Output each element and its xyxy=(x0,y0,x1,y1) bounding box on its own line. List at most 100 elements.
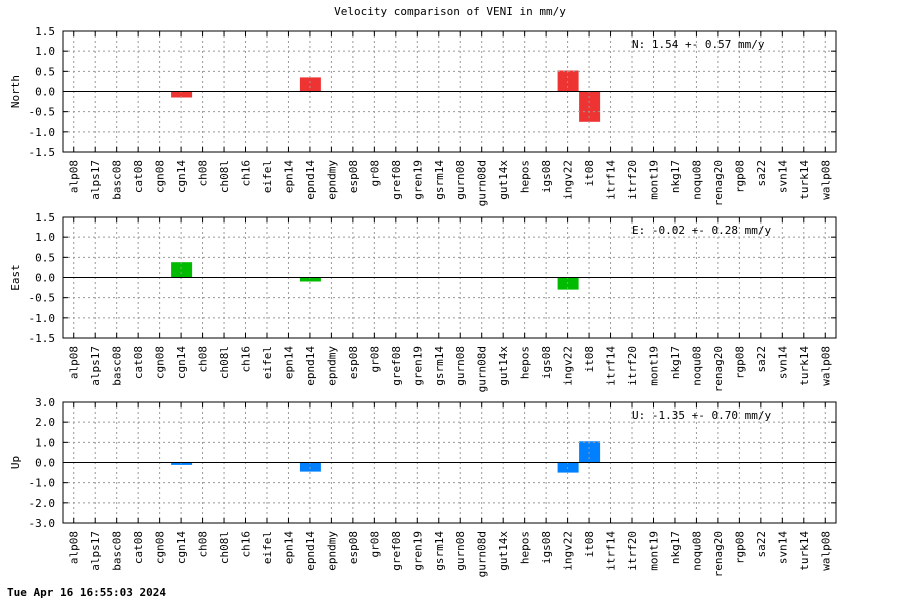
bar-epnd14 xyxy=(299,277,321,282)
category-label-alp08: alp08 xyxy=(68,346,81,379)
category-label-mont19: mont19 xyxy=(648,160,661,200)
category-label-gr08: gr08 xyxy=(368,346,381,373)
bar-ingv22 xyxy=(557,277,579,290)
category-label-walp08: walp08 xyxy=(819,346,832,386)
category-label-noqu08: noqu08 xyxy=(690,160,703,200)
category-label-ch08l: ch08l xyxy=(218,160,231,193)
bar-it08 xyxy=(579,441,601,463)
category-label-alps17: alps17 xyxy=(89,346,102,386)
category-label-noqu08: noqu08 xyxy=(690,346,703,386)
category-label-ch08l: ch08l xyxy=(218,346,231,379)
category-label-cgn08: cgn08 xyxy=(154,531,167,564)
category-label-sa22: sa22 xyxy=(755,346,768,373)
category-label-cgn14: cgn14 xyxy=(175,346,188,379)
category-label-it08: it08 xyxy=(583,531,596,558)
category-label-itrf14: itrf14 xyxy=(605,160,618,200)
category-label-walp08: walp08 xyxy=(819,160,832,200)
chart-panel-north: -1.5 -1.0 -0.5 0.0 0.5 1.0 1.5 alp08 alps17 basc0… xyxy=(9,25,837,206)
category-label-epnd14: epnd14 xyxy=(304,160,317,200)
stats-annotation: N: 1.54 +- 0.57 mm/y xyxy=(632,38,765,51)
category-label-gurn08: gurn08 xyxy=(454,531,467,571)
category-label-turk14: turk14 xyxy=(798,160,811,200)
category-label-ch16: ch16 xyxy=(240,346,253,373)
category-label-epndmy: epndmy xyxy=(325,531,338,571)
y-tick-label: -1.0 xyxy=(29,126,56,139)
category-label-itrf14: itrf14 xyxy=(605,346,618,386)
category-label-turk14: turk14 xyxy=(798,531,811,571)
category-label-cgn14: cgn14 xyxy=(175,531,188,564)
category-label-cgn14: cgn14 xyxy=(175,160,188,193)
category-label-igs08: igs08 xyxy=(540,531,553,564)
category-label-gref08: gref08 xyxy=(390,346,403,386)
y-tick-label: -1.5 xyxy=(29,332,56,345)
category-label-hepos: hepos xyxy=(519,531,532,564)
category-label-gurn08d: gurn08d xyxy=(476,531,489,577)
bar-ingv22 xyxy=(557,70,579,92)
y-tick-label: 0.0 xyxy=(35,86,55,99)
category-label-igs08: igs08 xyxy=(540,346,553,379)
category-label-eifel: eifel xyxy=(261,346,274,379)
category-label-svn14: svn14 xyxy=(776,160,789,193)
category-label-gref08: gref08 xyxy=(390,531,403,571)
category-label-nkg17: nkg17 xyxy=(669,531,682,564)
y-tick-label: -0.5 xyxy=(29,106,56,119)
category-label-gren19: gren19 xyxy=(411,531,424,571)
category-label-gref08: gref08 xyxy=(390,160,403,200)
chart-panel-up: -3.0 -2.0 -1.0 0.0 1.0 2.0 3.0 alp08 alps17 basc0… xyxy=(9,396,837,577)
category-label-basc08: basc08 xyxy=(111,346,124,386)
bar-it08 xyxy=(579,91,601,122)
category-label-rgp08: rgp08 xyxy=(733,160,746,193)
category-label-epn14: epn14 xyxy=(283,346,296,379)
category-label-cat08: cat08 xyxy=(132,531,145,564)
category-label-cat08: cat08 xyxy=(132,160,145,193)
plot-frame xyxy=(62,30,837,153)
category-label-ingv22: ingv22 xyxy=(562,531,575,571)
category-label-cgn08: cgn08 xyxy=(154,346,167,379)
category-label-it08: it08 xyxy=(583,346,596,373)
category-label-renag20: renag20 xyxy=(712,346,725,392)
category-label-ingv22: ingv22 xyxy=(562,160,575,200)
category-label-ch08: ch08 xyxy=(197,531,210,558)
category-label-basc08: basc08 xyxy=(111,160,124,200)
category-label-gurn08d: gurn08d xyxy=(476,346,489,392)
category-label-gut14x: gut14x xyxy=(497,160,510,200)
category-label-esp08: esp08 xyxy=(347,346,360,379)
chart-panel-east: -1.5 -1.0 -0.5 0.0 0.5 1.0 1.5 alp08 alps17 basc0… xyxy=(9,211,837,392)
category-label-gr08: gr08 xyxy=(368,160,381,187)
y-tick-label: -1.5 xyxy=(29,146,56,159)
stats-annotation: U: -1.35 +- 0.70 mm/y xyxy=(632,409,771,422)
y-axis-label: North xyxy=(9,75,22,108)
y-tick-label: 0.5 xyxy=(35,251,55,264)
category-label-epn14: epn14 xyxy=(283,531,296,564)
category-label-gurn08d: gurn08d xyxy=(476,160,489,206)
y-tick-label: 1.0 xyxy=(35,436,55,449)
category-label-alp08: alp08 xyxy=(68,160,81,193)
y-tick-label: -1.0 xyxy=(29,312,56,325)
y-tick-label: 0.0 xyxy=(35,272,55,285)
chart-title: Velocity comparison of VENI in mm/y xyxy=(334,5,566,18)
category-label-itrf20: itrf20 xyxy=(626,160,639,200)
y-tick-label: 1.0 xyxy=(35,45,55,58)
category-label-alps17: alps17 xyxy=(89,531,102,571)
category-label-itrf20: itrf20 xyxy=(626,346,639,386)
category-label-epndmy: epndmy xyxy=(325,160,338,200)
category-label-esp08: esp08 xyxy=(347,531,360,564)
category-label-cat08: cat08 xyxy=(132,346,145,379)
category-label-gurn08: gurn08 xyxy=(454,346,467,386)
category-label-gsrm14: gsrm14 xyxy=(433,160,446,200)
y-tick-label: 1.5 xyxy=(35,211,55,224)
bar-cgn14 xyxy=(171,262,193,278)
category-label-ch08: ch08 xyxy=(197,346,210,373)
category-label-noqu08: noqu08 xyxy=(690,531,703,571)
category-label-esp08: esp08 xyxy=(347,160,360,193)
category-label-epnd14: epnd14 xyxy=(304,346,317,386)
plot-frame xyxy=(62,401,837,524)
y-tick-label: 3.0 xyxy=(35,396,55,409)
y-tick-label: 0.0 xyxy=(35,457,55,470)
y-tick-label: -1.0 xyxy=(29,477,56,490)
category-label-igs08: igs08 xyxy=(540,160,553,193)
y-axis-label: East xyxy=(9,264,22,291)
category-label-rgp08: rgp08 xyxy=(733,531,746,564)
y-tick-label: -2.0 xyxy=(29,497,56,510)
category-label-renag20: renag20 xyxy=(712,160,725,206)
